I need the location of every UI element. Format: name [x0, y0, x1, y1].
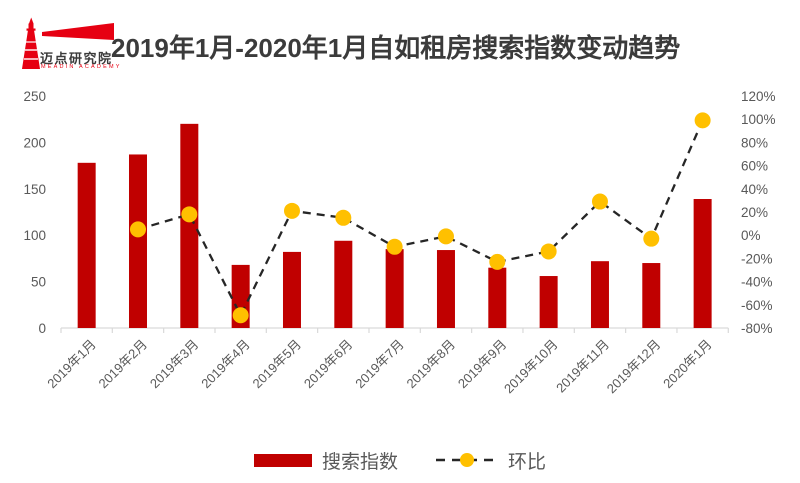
page-title: 2019年1月-2020年1月自如租房搜索指数变动趋势 [111, 33, 681, 63]
bar-2019年8月 [436, 250, 455, 328]
mom-point [181, 206, 198, 223]
bar-2019年7月 [385, 249, 404, 328]
mom-point [283, 202, 300, 219]
x-axis-label: 2019年7月 [352, 337, 407, 392]
left-axis-tick-label: 200 [23, 135, 46, 150]
mom-point [643, 230, 660, 247]
right-axis-tick-label: 40% [741, 182, 768, 197]
right-axis-tick-label: 80% [741, 135, 768, 150]
x-axis-label: 2019年8月 [404, 337, 459, 392]
bar-2019年3月 [180, 123, 199, 328]
right-axis-tick-label: 120% [741, 89, 776, 104]
chart-area: 0 50 100 150 200 250 120% 100% 80% 60% 40% 20% 0% -20… [0, 82, 800, 427]
mom-point [129, 221, 146, 238]
x-axis-label: 2019年2月 [96, 337, 151, 392]
left-axis-tick-label: 0 [38, 321, 46, 336]
x-axis-label: 2019年1月 [44, 337, 99, 392]
right-axis-tick-label: 60% [741, 159, 768, 174]
left-axis-tick-label: 100 [23, 228, 46, 243]
mom-point [489, 253, 506, 270]
bar-2019年6月 [334, 240, 353, 328]
x-axis-label: 2019年12月 [604, 337, 664, 397]
legend-label: 搜索指数 [321, 451, 398, 473]
right-axis-tick-label: -80% [741, 321, 773, 336]
left-axis-tick-label: 150 [23, 182, 46, 197]
logo-text: 迈点研究院 [40, 51, 113, 66]
chart-legend: 搜索指数 环比 [0, 444, 800, 476]
x-axis-label: 2019年11月 [553, 337, 612, 396]
logo-subtext: MEADIN ACADEMY [41, 64, 122, 70]
legend-label: 环比 [508, 451, 547, 473]
right-axis-tick-label: -20% [741, 251, 773, 266]
right-axis-tick-label: -60% [741, 298, 773, 313]
bar-2019年1月 [77, 162, 96, 328]
mom-point [437, 228, 454, 245]
bar-2019年5月 [282, 251, 301, 328]
bar-2019年12月 [642, 263, 661, 328]
bar-2019年9月 [488, 267, 507, 328]
trend-chart: 0 50 100 150 200 250 120% 100% 80% 60% 40% 20% 0% -20… [23, 89, 776, 397]
mom-point [540, 243, 557, 260]
lighthouse-icon [22, 17, 114, 69]
right-axis-tick-label: 20% [741, 205, 768, 220]
dashed-dot-swatch [436, 453, 498, 467]
mom-point [386, 238, 403, 255]
logo: 迈点研究院 MEADIN ACADEMY [18, 16, 119, 74]
x-axis-label: 2020年1月 [660, 337, 715, 392]
bar-2019年10月 [539, 276, 558, 328]
left-axis-tick-label: 50 [31, 275, 46, 290]
bar-swatch [253, 453, 312, 467]
x-axis-label: 2019年3月 [147, 337, 202, 392]
left-axis-tick-label: 250 [23, 89, 46, 104]
mom-point [694, 112, 711, 129]
legend-item-mom: 环比 [436, 447, 546, 474]
x-axis-label: 2019年9月 [455, 337, 510, 392]
bar-2019年2月 [128, 154, 147, 328]
mom-point [335, 209, 352, 226]
x-axis-label: 2019年5月 [250, 337, 305, 392]
bar-2020年1月 [693, 199, 712, 328]
right-axis-tick-label: 0% [741, 228, 761, 243]
x-axis-label: 2019年6月 [301, 337, 356, 392]
mom-point [232, 307, 249, 324]
mom-point [591, 193, 608, 210]
right-axis-tick-label: -40% [741, 275, 773, 290]
legend-item-search-index: 搜索指数 [253, 447, 398, 474]
header: 迈点研究院 MEADIN ACADEMY 2019年1月-2020年1月自如租房… [0, 0, 800, 82]
mom-line [137, 119, 704, 318]
x-axis-label: 2019年4月 [198, 337, 253, 392]
bar-2019年11月 [590, 261, 609, 328]
x-axis-label: 2019年10月 [501, 337, 561, 397]
right-axis-tick-label: 100% [741, 112, 776, 127]
